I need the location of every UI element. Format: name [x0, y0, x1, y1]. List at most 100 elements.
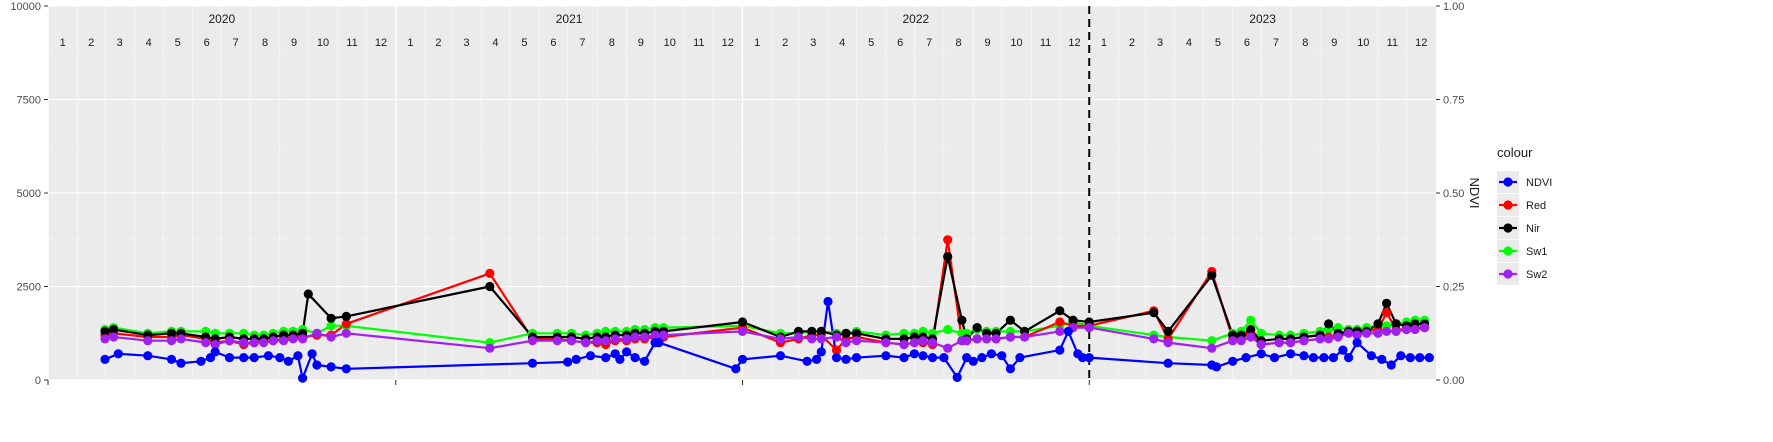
month-label: 4 — [839, 37, 845, 49]
point-nir — [1207, 270, 1217, 280]
point-sw2 — [601, 336, 611, 346]
point-nir — [957, 315, 967, 325]
point-sw2 — [268, 336, 278, 346]
point-ndvi — [1241, 353, 1251, 363]
year-label: 2020 — [209, 12, 236, 26]
point-ndvi — [1055, 345, 1065, 355]
point-ndvi — [113, 349, 123, 359]
right-tick-label: 1.00 — [1443, 1, 1464, 13]
point-nir — [1382, 298, 1392, 308]
point-sw2 — [592, 336, 602, 346]
legend-key-point — [1503, 246, 1513, 256]
point-nir — [109, 324, 119, 335]
month-label: 5 — [175, 37, 181, 49]
point-ndvi — [977, 353, 987, 363]
point-ndvi — [851, 353, 862, 363]
month-label: 2 — [1129, 37, 1135, 49]
point-sw2 — [1286, 338, 1296, 348]
month-label: 12 — [375, 37, 387, 49]
right-tick-label: 0.00 — [1443, 375, 1464, 387]
point-ndvi — [927, 353, 938, 363]
legend-label: NDVI — [1526, 177, 1552, 189]
month-label: 6 — [204, 37, 210, 49]
point-sw2 — [109, 332, 119, 342]
point-sw2 — [1055, 326, 1065, 336]
point-sw2 — [1382, 326, 1392, 336]
point-ndvi — [312, 360, 322, 370]
point-sw2 — [341, 328, 351, 338]
point-ndvi — [1228, 356, 1238, 366]
left-y-axis: 0 2500 5000 7500 10000 — [10, 1, 48, 387]
month-label: 9 — [1331, 37, 1337, 49]
point-ndvi — [731, 364, 741, 374]
month-label: 8 — [609, 37, 615, 49]
left-tick-label: 2500 — [17, 282, 41, 294]
month-label: 1 — [407, 37, 413, 49]
point-nir — [485, 281, 495, 292]
point-sw2 — [566, 336, 577, 346]
point-ndvi — [239, 353, 249, 363]
point-nir — [1005, 315, 1016, 325]
point-nir — [1373, 319, 1383, 329]
legend-key-point — [1503, 223, 1513, 233]
point-sw2 — [1324, 334, 1334, 344]
point-sw2 — [1149, 334, 1159, 344]
month-label: 3 — [1157, 37, 1163, 49]
series-points — [100, 235, 1434, 383]
point-ndvi — [615, 354, 625, 364]
point-ndvi — [654, 338, 664, 348]
left-tick-label: 5000 — [17, 188, 41, 200]
point-ndvi — [1344, 353, 1354, 363]
point-ndvi — [563, 357, 573, 367]
point-sw2 — [1207, 343, 1217, 353]
point-nir — [816, 326, 826, 336]
month-label: 9 — [638, 37, 644, 49]
month-label: 5 — [521, 37, 527, 49]
point-sw1 — [326, 321, 336, 331]
point-sw2 — [1315, 334, 1325, 344]
month-label: 11 — [1040, 37, 1051, 49]
month-label: 10 — [1010, 37, 1022, 49]
point-ndvi — [298, 373, 308, 383]
point-ndvi — [275, 353, 285, 363]
point-ndvi — [1308, 353, 1318, 363]
point-sw2 — [552, 336, 562, 346]
point-sw2 — [630, 332, 640, 342]
point-sw2 — [927, 338, 938, 348]
right-tick-label: 0.25 — [1443, 282, 1464, 294]
point-sw2 — [918, 336, 928, 346]
point-ndvi — [1386, 360, 1396, 370]
month-labels: 1 2 3 4 5 6 7 8 9 10 11 12 1 2 3 4 5 6 7 8 9 10 11 12 1 2 3 4 5 6 7 8 9 1… — [60, 37, 1428, 49]
month-label: 8 — [262, 37, 268, 49]
point-sw2 — [1420, 323, 1430, 333]
point-ndvi — [802, 356, 812, 366]
point-sw2 — [841, 338, 851, 348]
point-sw2 — [1333, 332, 1343, 342]
point-ndvi — [831, 353, 842, 363]
point-ndvi — [1256, 349, 1266, 359]
year-label: 2023 — [1249, 12, 1276, 26]
month-label: 3 — [117, 37, 123, 49]
point-nir — [100, 326, 110, 336]
point-sw2 — [1299, 336, 1309, 346]
point-sw2 — [298, 334, 308, 344]
point-sw2 — [581, 338, 591, 348]
month-label: 9 — [291, 37, 297, 49]
point-sw2 — [326, 332, 336, 342]
point-sw2 — [899, 339, 909, 350]
month-label: 4 — [146, 37, 152, 49]
point-sw2 — [259, 338, 269, 348]
point-ndvi — [909, 349, 920, 359]
point-ndvi — [939, 353, 949, 363]
point-nir — [841, 328, 851, 338]
point-ndvi — [1319, 353, 1329, 363]
month-label: 2 — [782, 37, 788, 49]
month-label: 1 — [1101, 37, 1107, 49]
point-ndvi — [622, 347, 632, 357]
point-sw2 — [851, 336, 862, 346]
point-ndvi — [210, 347, 220, 357]
point-sw2 — [962, 336, 972, 346]
month-label: 7 — [579, 37, 585, 49]
point-ndvi — [823, 296, 833, 307]
point-sw2 — [1084, 323, 1094, 333]
